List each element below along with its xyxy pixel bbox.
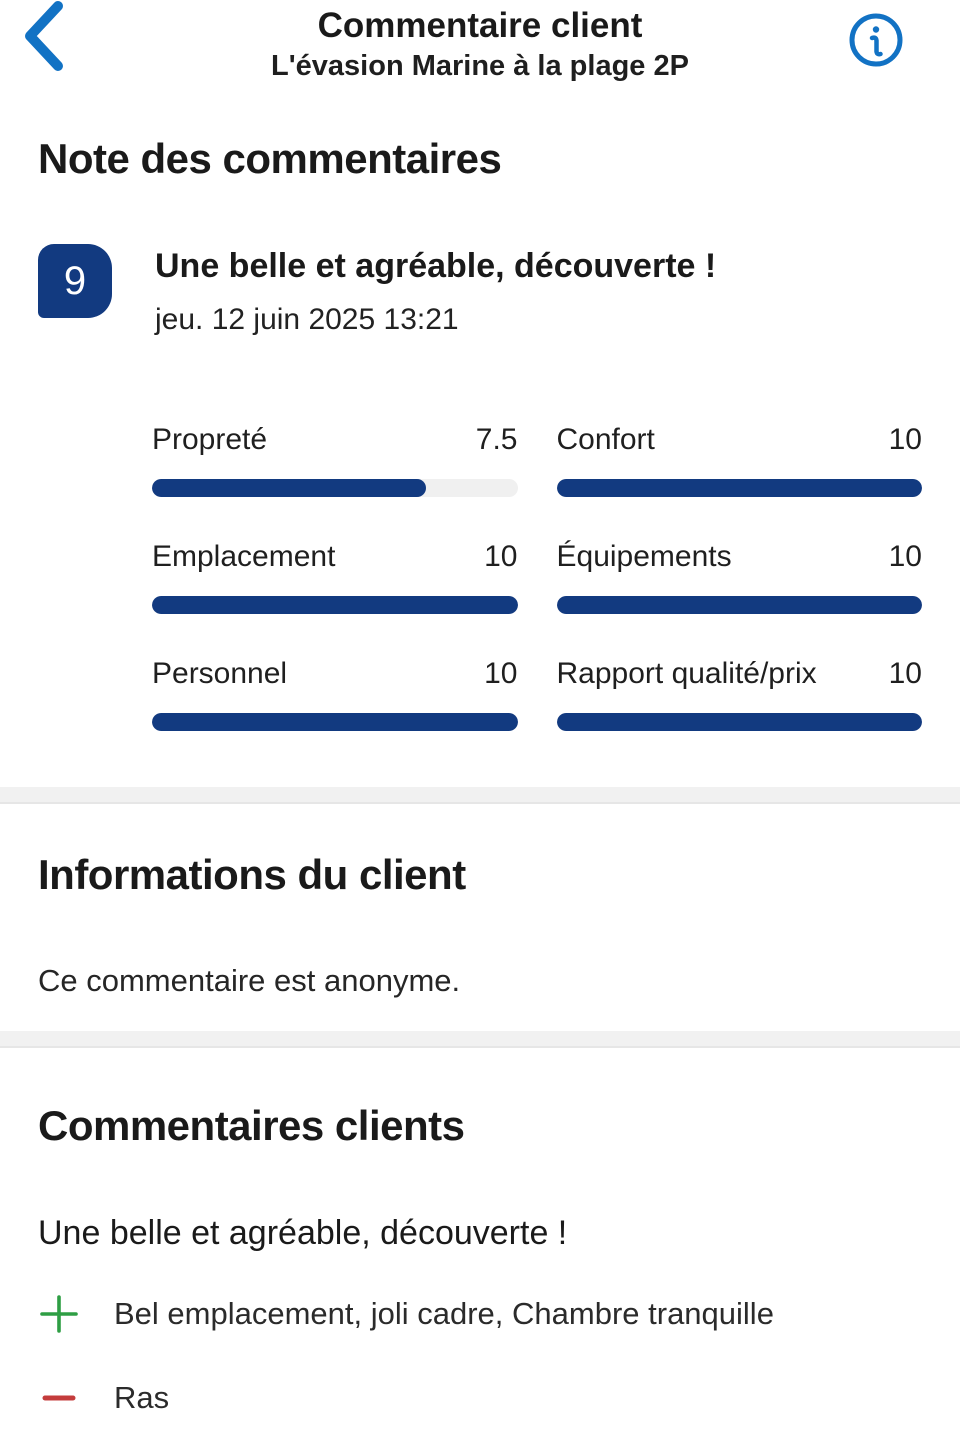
rating-label: Confort (556, 423, 655, 456)
rating-row: Confort 10 (556, 422, 923, 497)
rating-head: Propreté 7.5 (152, 422, 518, 458)
rating-value: 10 (888, 540, 922, 573)
rating-label: Rapport qualité/prix (556, 657, 817, 690)
pros-row: Bel emplacement, joli cadre, Chambre tra… (38, 1295, 922, 1333)
rating-bar-track (152, 479, 518, 497)
info-icon (849, 13, 903, 67)
rating-bar-track (152, 713, 518, 731)
rating-value: 7.5 (475, 423, 518, 456)
review-summary: 9 Une belle et agréable, découverte ! je… (38, 244, 922, 338)
rating-bar-track (556, 596, 922, 614)
rating-label: Propreté (152, 423, 268, 456)
rating-row: Équipements 10 (556, 539, 923, 614)
rating-bar-fill (152, 479, 427, 497)
rating-bar-track (556, 713, 922, 731)
rating-bar-fill (556, 479, 922, 497)
note-section: Note des commentaires 9 Une belle et agr… (0, 134, 960, 338)
rating-row: Emplacement 10 (152, 539, 518, 614)
back-button[interactable] (14, 0, 70, 72)
cons-row: Ras (38, 1379, 922, 1417)
rating-value: 10 (484, 540, 518, 573)
review-title: Une belle et agréable, découverte ! (155, 247, 717, 285)
rating-bar-fill (556, 596, 922, 614)
cons-text: Ras (114, 1380, 170, 1415)
comments-section: Commentaires clients Une belle et agréab… (0, 1101, 960, 1417)
review-meta: Une belle et agréable, découverte ! jeu.… (155, 244, 716, 338)
rating-bar-fill (152, 713, 518, 731)
client-info-title: Informations du client (38, 851, 466, 898)
section-divider (0, 1031, 960, 1048)
rating-bar-fill (152, 596, 518, 614)
rating-head: Équipements 10 (557, 539, 923, 575)
client-info-section: Informations du client Ce commentaire es… (0, 850, 960, 1000)
rating-row: Rapport qualité/prix 10 (556, 656, 923, 731)
ratings-grid: Propreté 7.5 Confort 10 Emplacement 10 É… (152, 422, 922, 731)
header-titles: Commentaire client L'évasion Marine à la… (120, 4, 840, 84)
rating-label: Équipements (556, 540, 732, 573)
pros-text: Bel emplacement, joli cadre, Chambre tra… (114, 1296, 774, 1331)
header: Commentaire client L'évasion Marine à la… (0, 0, 960, 94)
rating-bar-fill (556, 713, 922, 731)
rating-label: Emplacement (152, 540, 336, 573)
rating-head: Emplacement 10 (152, 539, 518, 575)
rating-head: Rapport qualité/prix 10 (557, 656, 923, 692)
rating-bar-track (152, 596, 518, 614)
minus-icon (38, 1379, 114, 1417)
page-subtitle: L'évasion Marine à la plage 2P (271, 50, 689, 82)
score-badge: 9 (38, 244, 112, 318)
plus-icon (38, 1295, 114, 1333)
rating-head: Confort 10 (557, 422, 923, 458)
rating-value: 10 (888, 657, 922, 690)
rating-row: Personnel 10 (152, 656, 518, 731)
rating-row: Propreté 7.5 (152, 422, 518, 497)
rating-value: 10 (888, 423, 922, 456)
rating-label: Personnel (152, 657, 288, 690)
review-date: jeu. 12 juin 2025 13:21 (155, 303, 459, 336)
note-section-title: Note des commentaires (38, 135, 502, 182)
section-divider (0, 787, 960, 804)
rating-bar-track (556, 479, 922, 497)
chevron-left-icon (25, 1, 63, 71)
comments-section-title: Commentaires clients (38, 1102, 465, 1149)
page-title: Commentaire client (317, 6, 643, 45)
rating-value: 10 (484, 657, 518, 690)
info-button[interactable] (848, 12, 904, 68)
comment-review-title: Une belle et agréable, découverte ! (38, 1214, 568, 1252)
rating-head: Personnel 10 (152, 656, 518, 692)
anonymous-text: Ce commentaire est anonyme. (38, 963, 461, 998)
